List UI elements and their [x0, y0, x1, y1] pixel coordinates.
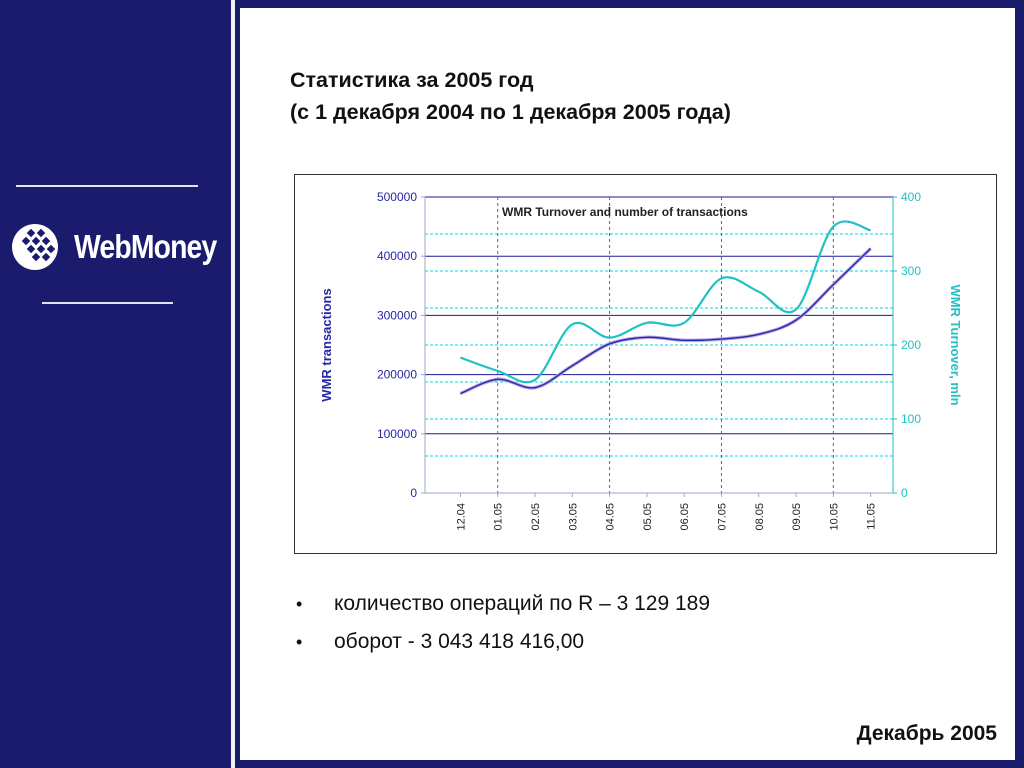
y-tick-label-left: 500000 [377, 190, 417, 204]
title-line-1: Статистика за 2005 год [290, 68, 534, 92]
slide-title: Статистика за 2005 год (с 1 декабря 2004… [290, 64, 731, 128]
x-tick-label: 04.05 [605, 503, 617, 531]
series-line-turnover [460, 220, 871, 384]
sidebar: WebMoney [0, 0, 231, 768]
x-tick-label: 12.04 [455, 503, 467, 531]
webmoney-logo: WebMoney [10, 220, 240, 274]
y-tick-label-left: 300000 [377, 308, 417, 322]
chart-frame: 0 100000 200000 300000 400000 500000 0 100 200 30… [294, 174, 997, 554]
x-tick-label: 01.05 [493, 503, 505, 531]
y-tick-label-left: 100000 [377, 427, 417, 441]
webmoney-globe-icon [12, 224, 58, 270]
y-tick-label-right: 300 [901, 264, 921, 278]
bullet-list: • количество операций по R – 3 129 189 •… [296, 585, 710, 661]
bullet-item: • оборот - 3 043 418 416,00 [296, 623, 710, 661]
vertical-border [231, 0, 235, 768]
x-tick-label: 03.05 [567, 503, 579, 531]
y-tick-label-left: 200000 [377, 368, 417, 382]
x-tick-label: 07.05 [716, 503, 728, 531]
y-tick-label-right: 200 [901, 338, 921, 352]
x-tick-label: 11.05 [866, 503, 878, 530]
y-tick-label-right: 0 [901, 486, 908, 500]
x-tick-label: 10.05 [828, 503, 840, 531]
y-tick-label-right: 400 [901, 190, 921, 204]
x-tick-label: 02.05 [530, 503, 542, 531]
bottom-divider [42, 302, 173, 304]
x-tick-label: 05.05 [642, 503, 654, 531]
bullet-dot: • [296, 631, 303, 652]
footer-date: Декабрь 2005 [856, 722, 997, 745]
x-tick-label: 09.05 [791, 503, 803, 531]
y-axis-title-right: WMR Turnover, mln [948, 284, 963, 405]
top-divider [16, 185, 198, 187]
x-tick-label: 08.05 [754, 503, 766, 531]
y-tick-label-left: 400000 [377, 249, 417, 263]
title-line-2: (с 1 декабря 2004 по 1 декабря 2005 года… [290, 100, 731, 124]
x-tick-label: 06.05 [679, 503, 691, 531]
bullet-dot: • [296, 593, 303, 614]
slide-content: Статистика за 2005 год (с 1 декабря 2004… [240, 8, 1015, 760]
turnover-transactions-chart: 0 100000 200000 300000 400000 500000 0 100 200 30… [319, 190, 963, 531]
y-tick-label-left: 0 [410, 486, 417, 500]
bullet-text: количество операций по R – 3 129 189 [334, 592, 711, 615]
chart-title: WMR Turnover and number of transactions [502, 205, 748, 219]
y-tick-label-right: 100 [901, 412, 921, 426]
logo-wordmark: WebMoney [74, 228, 217, 265]
series-line-transactions [460, 248, 872, 395]
bullet-item: • количество операций по R – 3 129 189 [296, 585, 710, 623]
bullet-text: оборот - 3 043 418 416,00 [334, 630, 585, 653]
series-line-transactions-glow [459, 247, 872, 396]
y-axis-title-left: WMR transactions [319, 288, 334, 401]
